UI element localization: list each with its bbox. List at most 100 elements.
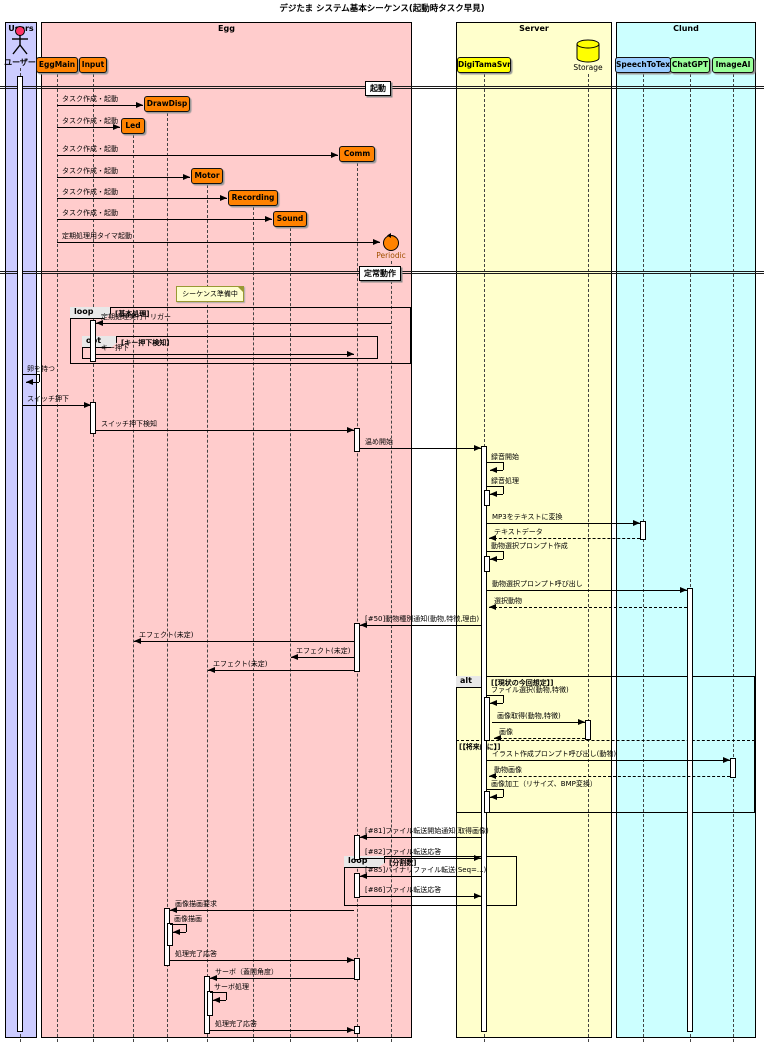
arrowhead [331,152,338,158]
arrowhead [347,957,354,963]
message-line [226,992,227,1000]
message-label: タスク作成・起動 [62,167,118,175]
participant-comm: Comm [339,146,375,162]
message-label: 画像描画要求 [175,900,217,908]
frame-label-egg: Egg [218,24,235,33]
activation [354,835,360,860]
lifeline-comm [357,163,358,1042]
message-line [57,177,190,178]
activation [17,76,23,1032]
message-line [96,430,354,431]
message-label: [#81]ファイル転送開始通知(取得画像) [365,827,489,835]
message-line [503,462,504,470]
activation [730,758,736,778]
message-line [360,837,481,838]
arrowhead [474,893,481,899]
message-line [503,789,504,797]
participant-sound: Sound [273,211,307,227]
arrowhead [360,873,367,879]
arrowhead [490,794,497,800]
arrowhead [347,1027,354,1033]
message-line [57,242,380,243]
message-line [489,607,687,608]
diagram-title: デジたま システム基本シーケンス(起動時タスク早見) [279,4,485,14]
participant-eggmain: EggMain [36,57,78,73]
participant-chatgpt: ChatGPT [670,57,710,73]
message-label: 処理完了応答 [175,950,217,958]
participant-label-periodic: Periodic [376,251,406,260]
arrowhead [474,855,481,861]
note-fold-icon [237,286,243,292]
message-line [503,486,504,494]
arrowhead [489,535,496,541]
arrowhead [134,638,141,644]
participant-input: Input [79,57,107,73]
arrowhead [360,622,367,628]
message-line [210,978,354,979]
message-line [360,448,481,449]
message-line [360,876,481,877]
arrowhead [490,467,497,473]
message-label: [#86]ファイル転送応答 [365,886,442,894]
lifeline-recording [253,207,254,1042]
message-line [208,670,354,671]
activation [687,588,693,1032]
divider-label: 起動 [365,81,391,96]
message-label: タスク作成・起動 [62,95,118,103]
arrowhead [170,907,177,913]
message-label: 選択動物 [494,597,522,605]
message-label: 録音開始 [491,453,519,461]
storage-database-icon [574,38,602,64]
message-label: 卵を持つ [27,365,55,373]
activation [483,791,490,813]
arrowhead [173,929,180,935]
participant-speechtotext: SpeechToText [615,57,674,73]
message-line [170,910,354,911]
lifeline-chatgpt [690,74,691,1042]
arrowhead [84,402,91,408]
periodic-control-icon [381,233,401,251]
message-label: タスク作成・起動 [62,188,118,196]
participant-led: Led [121,118,145,134]
message-line [487,695,503,696]
message-label: ファイル選択(動物,特徴) [491,686,569,694]
fragment-alt [456,676,755,813]
participant-label-storage: Storage [573,63,603,72]
message-label: エフェクト(未定) [213,660,268,668]
message-label: MP3をテキストに変換 [492,513,563,521]
message-line [487,523,640,524]
fragment-guard: [分割数] [389,859,417,867]
activation [90,320,96,362]
fragment-else-guard: [【将来的に】] [459,743,501,751]
message-label: 定期処理実行トリガー [101,313,171,321]
fragment-guard: [【現状の今回想定】] [491,679,554,687]
divider-label: 定常動作 [359,266,401,281]
message-label: 動物画像 [494,766,522,774]
activation [585,720,591,740]
participant-digitamasvr: DigiTamaSvr [457,57,511,73]
message-label: タスク作成・起動 [62,209,118,217]
arrowhead [490,491,497,497]
frame-clund [616,22,756,1038]
arrowhead [265,216,272,222]
message-label: スイッチ押下検知 [101,420,157,428]
message-label: 処理完了応答 [215,1020,257,1028]
lifeline-periodic [391,261,392,1042]
note: シーケンス準備中 [176,286,244,302]
participant-imageai: ImageAI [712,57,754,73]
message-line [489,776,730,777]
message-line [487,486,503,487]
fragment-guard: [基本処理] [115,310,150,318]
message-label: 動物選択プロンプト作成 [491,542,568,550]
message-line [170,924,186,925]
activation [483,697,490,741]
message-label: 画像取得(動物,特徴) [497,712,561,720]
message-label: キー押下 [101,344,129,352]
message-label: 画像描画 [174,915,202,923]
message-line [186,924,187,932]
activation [354,1026,360,1034]
arrowhead [489,604,496,610]
arrowhead [490,700,497,706]
message-line [57,219,272,220]
